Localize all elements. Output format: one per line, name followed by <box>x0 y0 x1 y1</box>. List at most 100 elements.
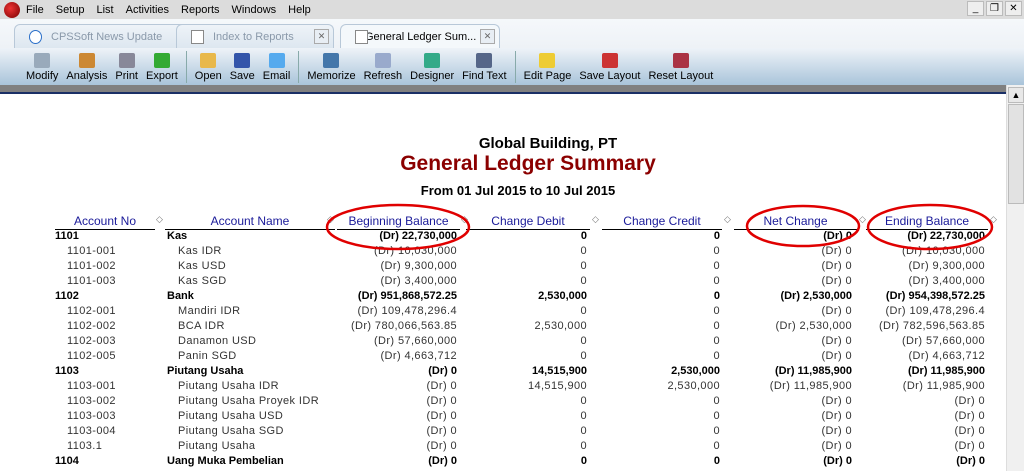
cell-change-credit: 2,530,000 <box>667 380 720 392</box>
company-name: Global Building, PT <box>478 135 618 152</box>
column-header-beginning-balance[interactable]: Beginning Balance <box>337 214 460 230</box>
analysis-button[interactable]: Analysis <box>66 53 107 85</box>
cell-change-debit: 0 <box>580 335 587 347</box>
cell-account-no: 1101-001 <box>67 245 116 257</box>
column-header-change-credit[interactable]: Change Credit <box>602 214 722 230</box>
account-row[interactable]: 1102-005 Panin SGD (Dr) 4,663,712 0 0 (Dr) 0 (… <box>0 350 1000 365</box>
column-header-account-name[interactable]: Account Name <box>165 214 335 230</box>
save-button[interactable]: Save <box>230 53 255 85</box>
account-row[interactable]: 1102-003 Danamon USD (Dr) 57,660,000 0 0 (Dr)… <box>0 335 1000 350</box>
cell-net-change: (Dr) 0 <box>821 245 852 257</box>
account-group-row[interactable]: 1103 Piutang Usaha (Dr) 0 14,515,900 2,530,0… <box>0 365 1000 380</box>
account-group-row[interactable]: 1101 Kas (Dr) 22,730,000 0 0 (Dr) 0 (Dr) 22,73… <box>0 230 1000 245</box>
tab-close-icon[interactable]: ✕ <box>314 29 329 44</box>
column-resize-handle-icon[interactable]: ◇ <box>859 214 866 224</box>
menu-list[interactable]: List <box>96 3 114 16</box>
tab-news-update[interactable]: CPSSoft News Update <box>14 24 190 48</box>
account-row[interactable]: 1103.1 Piutang Usaha (Dr) 0 0 0 (Dr) 0 (Dr) 0 <box>0 440 1000 455</box>
email-button[interactable]: Email <box>262 53 291 85</box>
restore-button[interactable]: ❐ <box>986 1 1003 16</box>
account-row[interactable]: 1103-002 Piutang Usaha Proyek IDR (Dr) 0 0 0… <box>0 395 1000 410</box>
close-button[interactable]: ✕ <box>1005 1 1022 16</box>
cell-account-no: 1103-004 <box>67 425 116 437</box>
account-row[interactable]: 1102-002 BCA IDR (Dr) 780,066,563.85 2,530,… <box>0 320 1000 335</box>
cell-account-name: Uang Muka Pembelian <box>167 455 284 467</box>
refresh-button[interactable]: Refresh <box>364 53 402 85</box>
memorize-button[interactable]: Memorize <box>307 53 356 85</box>
tab-general-ledger-summary[interactable]: General Ledger Sum... ✕ <box>340 24 500 48</box>
vertical-scrollbar[interactable]: ▲ <box>1006 85 1024 471</box>
export-button[interactable]: Export <box>146 53 178 85</box>
cell-account-name: Piutang Usaha IDR <box>178 380 279 392</box>
cell-ending-balance: (Dr) 0 <box>954 425 985 437</box>
column-header-account-no[interactable]: Account No <box>55 214 155 230</box>
button-label: Email <box>262 70 291 82</box>
tab-index-to-reports[interactable]: Index to Reports ✕ <box>176 24 334 48</box>
account-group-row[interactable]: 1102 Bank (Dr) 951,868,572.25 2,530,000 0 (Dr… <box>0 290 1000 305</box>
column-header-net-change[interactable]: Net Change <box>734 214 857 230</box>
cell-net-change: (Dr) 0 <box>823 230 852 242</box>
cell-account-name: Mandiri IDR <box>178 305 241 317</box>
cell-account-no: 1102-002 <box>67 320 116 332</box>
column-resize-handle-icon[interactable]: ◇ <box>592 214 599 224</box>
find-text-button[interactable]: Find Text <box>462 53 507 85</box>
account-row[interactable]: 1101-003 Kas SGD (Dr) 3,400,000 0 0 (Dr) 0 (Dr… <box>0 275 1000 290</box>
modify-icon <box>34 53 51 68</box>
cell-beginning-balance: (Dr) 57,660,000 <box>373 335 457 347</box>
cell-change-credit: 0 <box>713 290 720 302</box>
button-label: Designer <box>410 70 455 82</box>
cell-account-name: Piutang Usaha <box>178 440 256 452</box>
cell-beginning-balance: (Dr) 0 <box>428 365 457 377</box>
open-button[interactable]: Open <box>195 53 222 85</box>
menu-setup[interactable]: Setup <box>55 3 85 16</box>
cell-beginning-balance: (Dr) 9,300,000 <box>380 260 457 272</box>
column-header-ending-balance[interactable]: Ending Balance <box>866 214 988 230</box>
account-row[interactable]: 1103-003 Piutang Usaha USD (Dr) 0 0 0 (Dr) 0 (… <box>0 410 1000 425</box>
column-resize-handle-icon[interactable]: ◇ <box>724 214 731 224</box>
scroll-up-icon[interactable]: ▲ <box>1008 87 1024 103</box>
reset-layout-icon <box>672 53 689 68</box>
cell-beginning-balance: (Dr) 4,663,712 <box>380 350 457 362</box>
cell-ending-balance: (Dr) 0 <box>956 455 985 467</box>
tab-close-icon[interactable]: ✕ <box>480 29 495 44</box>
export-icon <box>153 53 170 68</box>
modify-button[interactable]: Modify <box>26 53 58 85</box>
column-resize-handle-icon[interactable]: ◇ <box>990 214 997 224</box>
cell-beginning-balance: (Dr) 0 <box>428 455 457 467</box>
window-controls: _ ❐ ✕ <box>967 1 1022 16</box>
account-row[interactable]: 1101-001 Kas IDR (Dr) 10,030,000 0 0 (Dr) 0 (D… <box>0 245 1000 260</box>
button-label: Memorize <box>307 70 356 82</box>
menu-activities[interactable]: Activities <box>125 3 170 16</box>
tab-label: General Ledger Sum... <box>365 31 477 43</box>
button-label: Open <box>194 70 222 82</box>
minimize-button[interactable]: _ <box>967 1 984 16</box>
button-label: Export <box>146 70 178 82</box>
account-row[interactable]: 1103-004 Piutang Usaha SGD (Dr) 0 0 0 (Dr) 0 (… <box>0 425 1000 440</box>
account-row[interactable]: 1103-001 Piutang Usaha IDR (Dr) 0 14,515,90… <box>0 380 1000 395</box>
cell-account-no: 1103 <box>55 365 79 377</box>
toolbar-separator <box>185 51 187 83</box>
column-resize-handle-icon[interactable]: ◇ <box>156 214 163 224</box>
column-header-change-debit[interactable]: Change Debit <box>466 214 590 230</box>
report-header-band <box>0 85 1006 94</box>
edit-page-button[interactable]: Edit Page <box>524 53 571 85</box>
account-row[interactable]: 1101-002 Kas USD (Dr) 9,300,000 0 0 (Dr) 0 (Dr… <box>0 260 1000 275</box>
account-row[interactable]: 1102-001 Mandiri IDR (Dr) 109,478,296.4 0 0 (… <box>0 305 1000 320</box>
account-group-row[interactable]: 1104 Uang Muka Pembelian (Dr) 0 0 0 (Dr) 0 (Dr… <box>0 455 1000 470</box>
designer-button[interactable]: Designer <box>410 53 454 85</box>
column-resize-handle-icon[interactable]: ◇ <box>327 214 334 224</box>
reset-layout-button[interactable]: Reset Layout <box>648 53 713 85</box>
cell-change-credit: 0 <box>713 455 720 467</box>
toolbar-separator <box>514 51 516 83</box>
menu-file[interactable]: File <box>26 3 44 16</box>
menu-windows[interactable]: Windows <box>231 3 277 16</box>
cell-change-credit: 0 <box>713 245 720 257</box>
cell-net-change: (Dr) 0 <box>821 335 852 347</box>
save-layout-button[interactable]: Save Layout <box>579 53 640 85</box>
cell-change-debit: 0 <box>580 305 587 317</box>
menu-help[interactable]: Help <box>288 3 311 16</box>
print-button[interactable]: Print <box>115 53 138 85</box>
menu-reports[interactable]: Reports <box>181 3 220 16</box>
column-resize-handle-icon[interactable]: ◇ <box>461 214 468 224</box>
cell-account-name: Kas <box>167 230 188 242</box>
